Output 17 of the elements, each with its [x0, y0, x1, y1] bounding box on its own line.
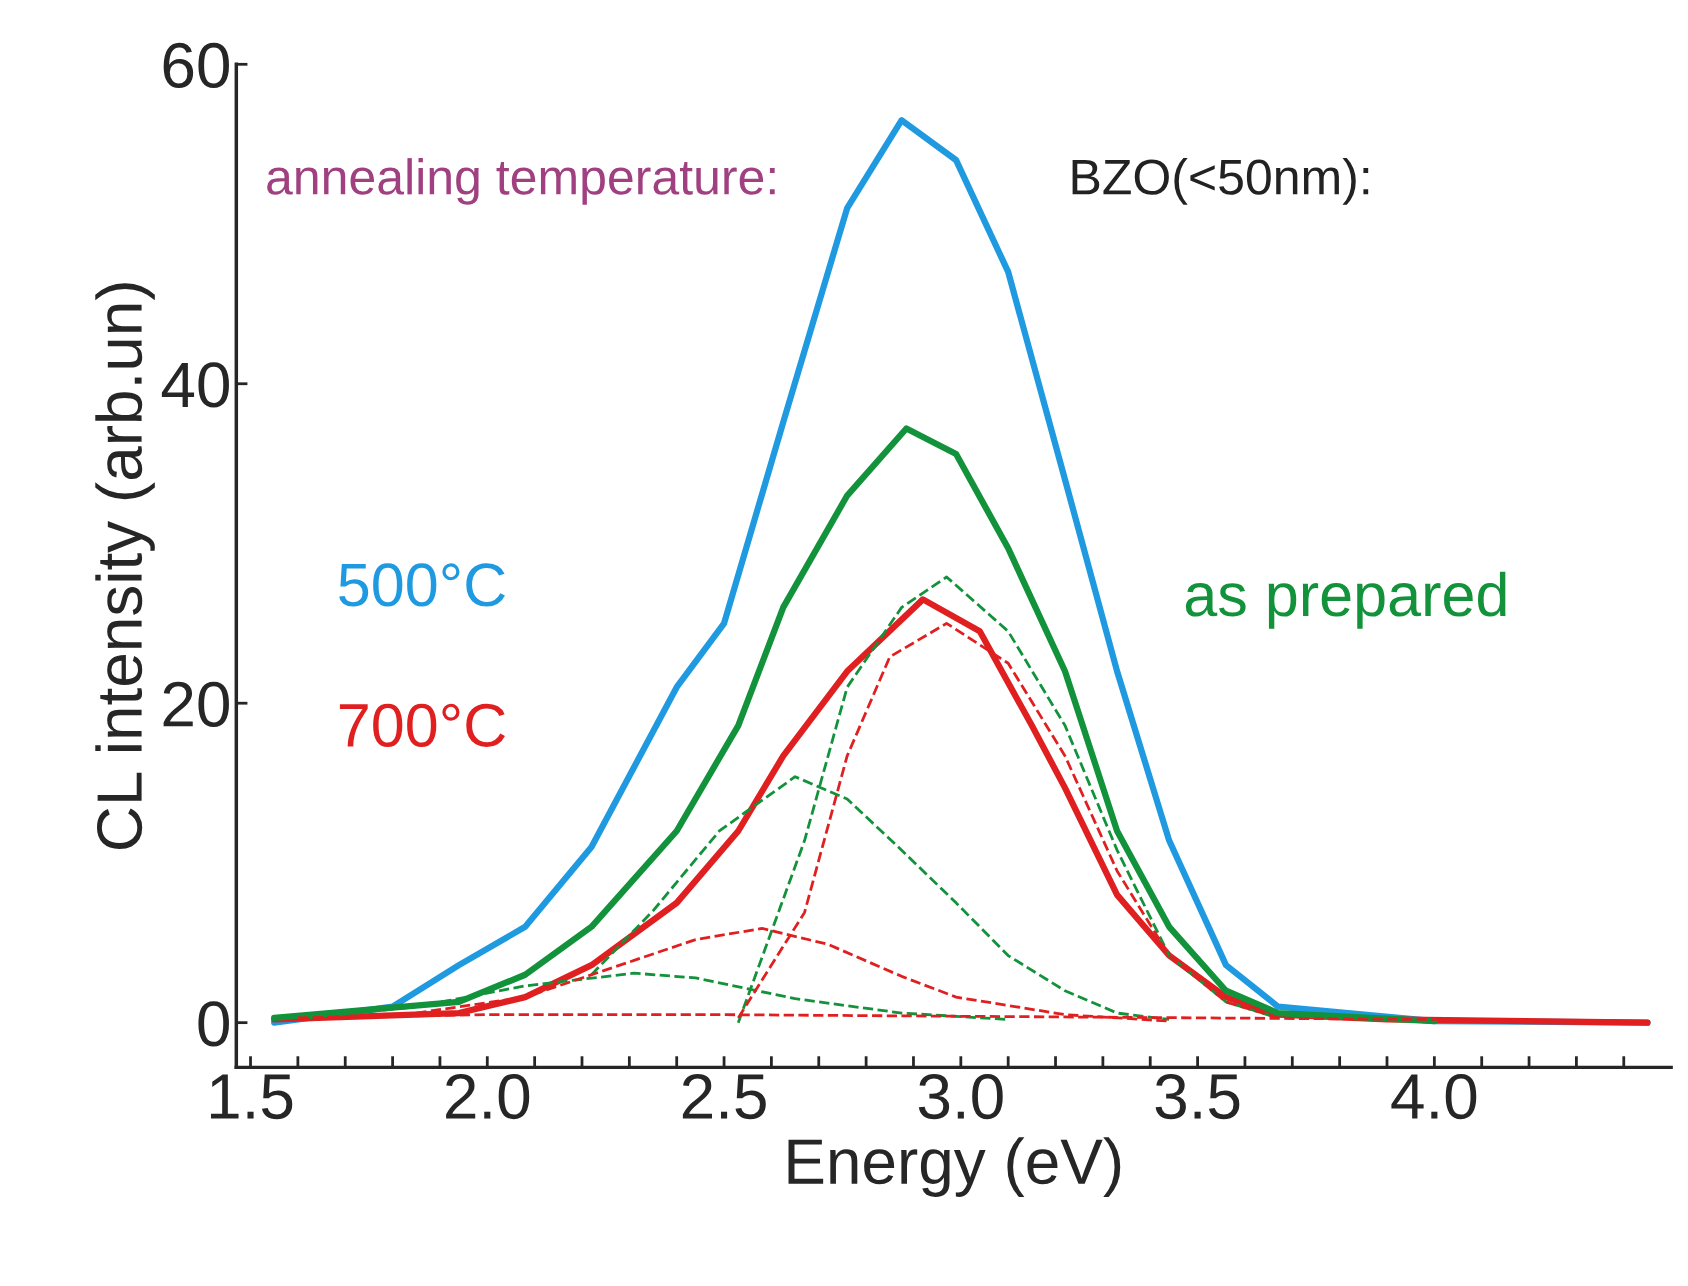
- y-tick-label: 20: [163, 681, 229, 727]
- y-axis-title: CL intensity (arb.un): [95, 283, 155, 849]
- y-tick-label: 0: [198, 1001, 229, 1047]
- y-tick-label: 40: [161, 362, 229, 408]
- annotation: BZO(<50nm):: [1072, 158, 1369, 205]
- x-tick-label: 3.5: [1155, 1073, 1240, 1120]
- x-tick-label: 1.5: [210, 1074, 293, 1120]
- x-tick-label: 2.5: [682, 1073, 766, 1120]
- y-tick-label: 60: [163, 42, 229, 89]
- x-tick-label: 2.0: [446, 1073, 530, 1120]
- x-tick-label: 4.0: [1391, 1073, 1477, 1120]
- x-axis-title: Energy (eV): [788, 1137, 1121, 1197]
- text: as prepared: [1185, 571, 1506, 629]
- text: 700°C: [339, 703, 505, 747]
- x-tick-label: 3.0: [918, 1073, 1003, 1120]
- annotation: annealing temperature:: [267, 158, 775, 205]
- text: 500°C: [339, 563, 505, 607]
